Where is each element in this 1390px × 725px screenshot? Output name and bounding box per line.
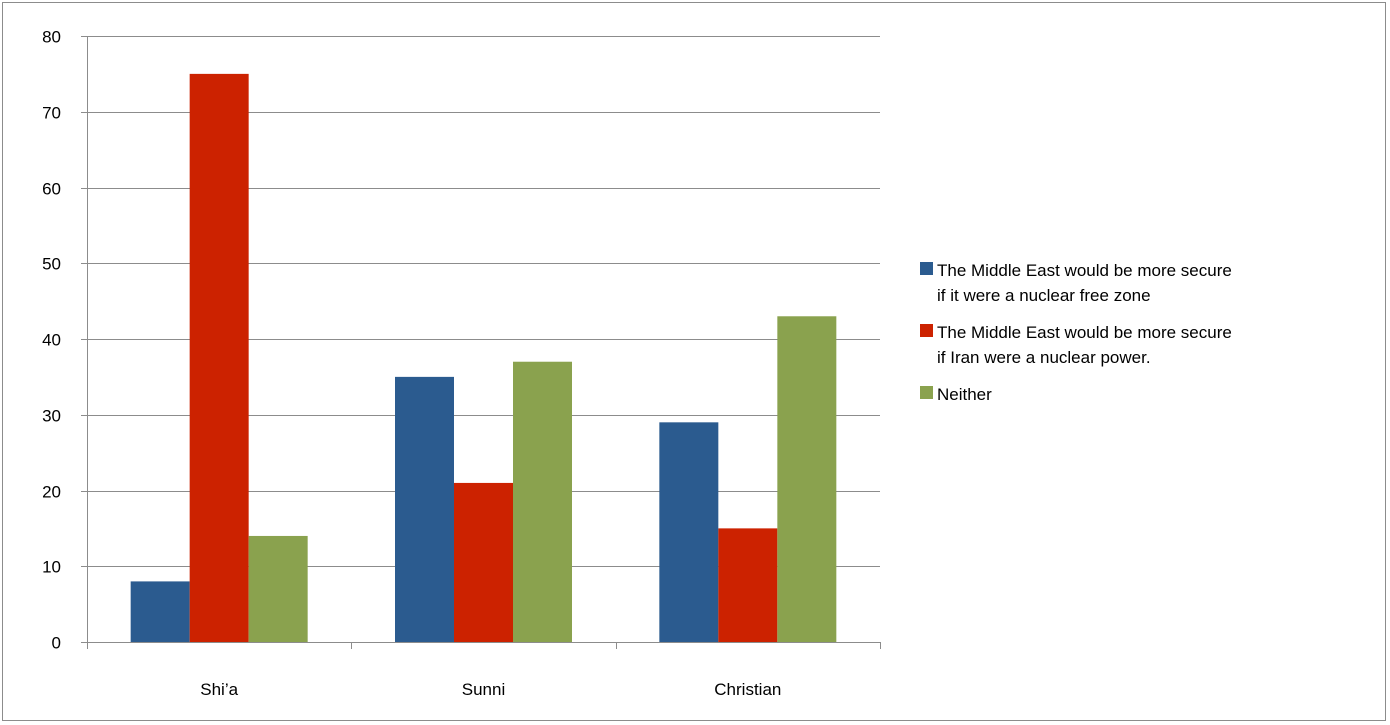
legend-label: The Middle East would be more secure if I… — [937, 323, 1232, 367]
y-tick-label: 70 — [42, 104, 61, 123]
bar — [248, 535, 308, 642]
bar — [454, 482, 513, 642]
legend-item: The Middle East would be more secure if i… — [920, 258, 1380, 308]
legend-swatch — [920, 262, 933, 275]
legend-swatch — [920, 386, 933, 399]
y-tick-label: 10 — [42, 558, 61, 577]
bar — [777, 316, 837, 642]
y-tick-label: 0 — [52, 634, 61, 653]
legend-label: Neither — [937, 385, 992, 404]
bar — [130, 581, 190, 642]
y-tick-label: 30 — [42, 407, 61, 426]
y-tick-label: 80 — [42, 28, 61, 47]
legend-item: Neither — [920, 382, 1380, 407]
legend-swatch — [920, 324, 933, 337]
x-tick-label: Shi’a — [200, 680, 238, 699]
y-tick-label: 20 — [42, 483, 61, 502]
axes — [81, 36, 881, 649]
bar — [395, 376, 454, 642]
chart-legend: The Middle East would be more secure if i… — [920, 258, 1380, 419]
legend-label: The Middle East would be more secure if i… — [937, 261, 1232, 305]
y-tick-label: 40 — [42, 331, 61, 350]
bar — [189, 73, 249, 642]
x-tick-label: Christian — [714, 680, 781, 699]
y-tick-label: 60 — [42, 180, 61, 199]
bars — [130, 73, 837, 642]
bar — [718, 528, 778, 642]
bar — [513, 361, 572, 642]
legend-item: The Middle East would be more secure if I… — [920, 320, 1380, 370]
y-tick-label: 50 — [42, 255, 61, 274]
bar — [659, 422, 719, 642]
tick-labels: 0 10 20 30 40 50 60 70 80 Shi’a Sunni Christian — [42, 28, 781, 700]
x-tick-label: Sunni — [462, 680, 505, 699]
